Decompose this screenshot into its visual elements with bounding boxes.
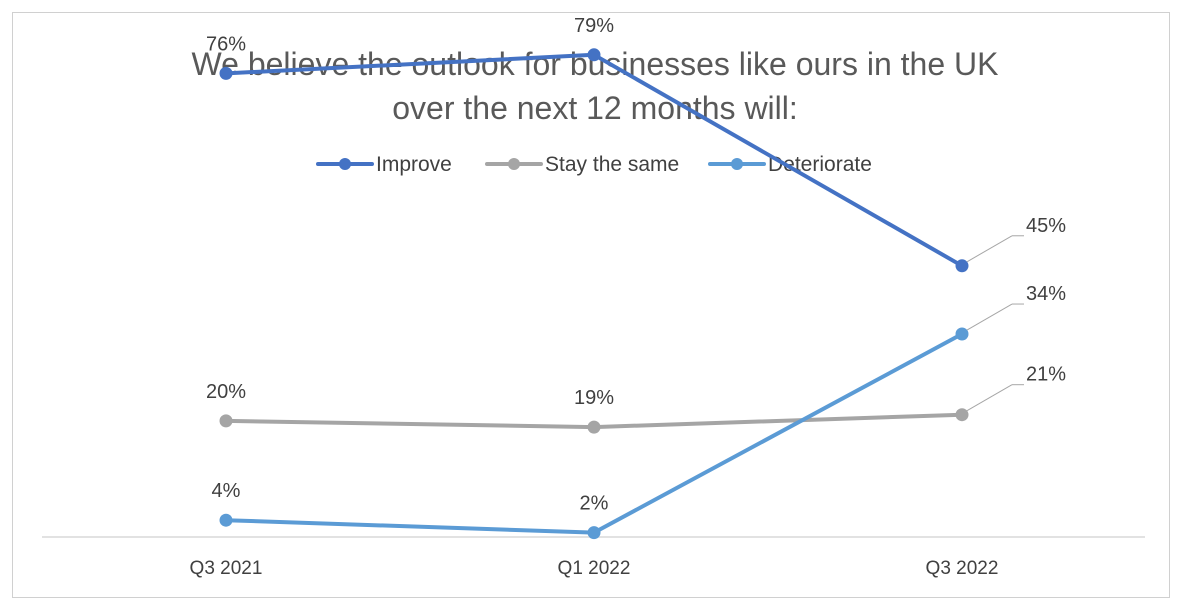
data-point [219,414,233,428]
data-point [219,513,233,527]
chart-title-line-2: over the next 12 months will: [392,90,798,126]
x-tick-label: Q3 2022 [926,558,999,579]
legend-marker-2 [508,158,520,170]
data-label: 4% [212,480,241,502]
data-label: 21% [1026,364,1066,386]
x-tick-label: Q3 2021 [190,558,263,579]
leader-line [966,303,1013,331]
data-point [587,48,601,62]
legend-label-1: Improve [376,153,452,176]
data-point [955,408,969,422]
data-label: 76% [206,33,246,55]
leader-line [966,384,1013,412]
legend-marker-3 [731,158,743,170]
data-point [955,327,969,341]
chart-frame [12,12,1170,598]
data-label: 79% [574,15,614,37]
data-point [219,66,233,80]
legend-marker-1 [339,158,351,170]
data-label: 20% [206,381,246,403]
data-label: 34% [1026,283,1066,305]
leader-line [966,235,1013,263]
data-point [587,420,601,434]
x-tick-label: Q1 2022 [558,558,631,579]
data-label: 2% [580,493,609,515]
data-label: 45% [1026,215,1066,237]
data-label: 19% [574,387,614,409]
data-point [955,259,969,273]
legend-label-2: Stay the same [545,153,679,176]
data-point [587,526,601,540]
